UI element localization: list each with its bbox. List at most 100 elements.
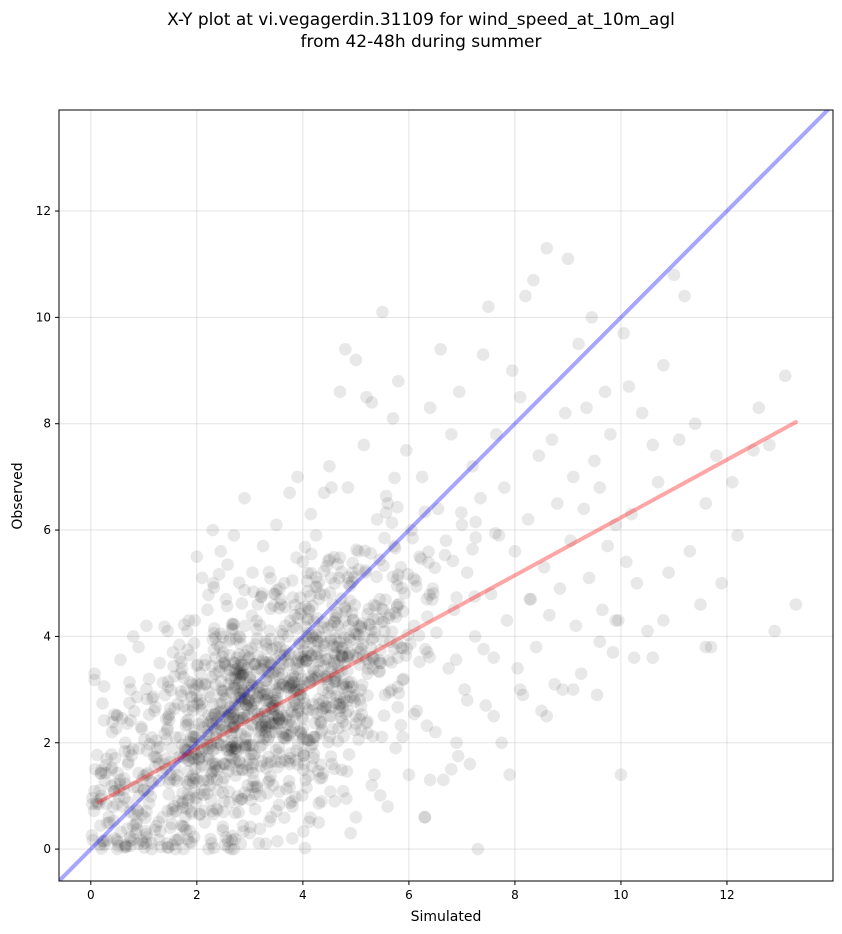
- scatter-point: [327, 654, 341, 668]
- scatter-point: [247, 705, 261, 718]
- scatter-point: [410, 704, 424, 718]
- scatter-point: [396, 605, 410, 618]
- scatter-point: [394, 560, 408, 574]
- scatter-point: [590, 688, 604, 702]
- scatter-point: [384, 635, 397, 649]
- scatter-point: [312, 575, 326, 589]
- scatter-point: [378, 531, 391, 545]
- scatter-point: [138, 733, 151, 746]
- scatter-point: [232, 648, 246, 661]
- scatter-point: [292, 701, 305, 714]
- scatter-point: [228, 678, 242, 692]
- scatter-point: [290, 744, 303, 758]
- scatter-point: [445, 763, 458, 776]
- scatter-point: [328, 762, 341, 776]
- x-axis-label: Simulated: [411, 909, 482, 925]
- scatter-point: [170, 768, 184, 782]
- scatter-point: [139, 811, 152, 825]
- scatter-point: [450, 736, 463, 750]
- scatter-point: [244, 673, 257, 687]
- scatter-point: [280, 782, 293, 796]
- scatter-point: [210, 773, 224, 786]
- scatter-point: [377, 604, 390, 617]
- scatter-point: [248, 802, 262, 816]
- scatter-point: [113, 777, 127, 791]
- scatter-point: [182, 753, 195, 767]
- x-tick-label: 10: [613, 888, 628, 902]
- scatter-point: [214, 738, 228, 752]
- scatter-point: [365, 778, 379, 792]
- scatter-point: [752, 401, 766, 415]
- scatter-point: [108, 777, 122, 791]
- scatter-point: [272, 661, 286, 675]
- scatter-point: [312, 797, 326, 810]
- scatter-point: [117, 783, 130, 797]
- scatter-point: [298, 652, 311, 666]
- scatter-point: [423, 773, 437, 787]
- scatter-point: [315, 715, 328, 729]
- scatter-point: [177, 699, 190, 713]
- scatter-point: [312, 664, 326, 678]
- scatter-point: [391, 651, 405, 664]
- scatter-point: [250, 664, 264, 678]
- scatter-point: [160, 836, 174, 850]
- scatter-point: [231, 743, 244, 757]
- scatter-point: [362, 656, 376, 670]
- scatter-point: [291, 737, 305, 751]
- scatter-point: [135, 722, 149, 736]
- scatter-point: [231, 667, 245, 681]
- scatter-point: [297, 825, 310, 838]
- scatter-point: [263, 774, 276, 787]
- scatter-point: [388, 606, 402, 620]
- scatter-point: [285, 672, 299, 686]
- scatter-point: [213, 640, 227, 654]
- scatter-point: [180, 624, 194, 638]
- scatter-point: [341, 704, 355, 718]
- scatter-point: [471, 842, 485, 856]
- scatter-point: [192, 752, 206, 766]
- scatter-point: [228, 806, 242, 820]
- scatter-point: [160, 733, 173, 746]
- scatter-point: [283, 729, 296, 742]
- scatter-point: [342, 685, 355, 699]
- scatter-point: [94, 767, 108, 780]
- scatter-point: [609, 518, 622, 532]
- scatter-point: [415, 470, 429, 484]
- scatter-point: [152, 774, 166, 788]
- scatter-point: [264, 657, 277, 670]
- scatter-point: [272, 601, 286, 615]
- scatter-point: [235, 655, 248, 669]
- scatter-point: [228, 718, 241, 732]
- scatter-point: [354, 642, 368, 656]
- scatter-point: [323, 459, 336, 473]
- scatter-point: [468, 590, 481, 603]
- scatter-point: [302, 769, 316, 783]
- scatter-point: [301, 612, 315, 625]
- scatter-point: [430, 626, 443, 639]
- scatter-point: [279, 680, 293, 693]
- scatter-point: [229, 632, 243, 646]
- scatter-point: [227, 682, 241, 695]
- scatter-point: [148, 823, 162, 837]
- scatter-point: [183, 835, 196, 849]
- scatter-point: [259, 721, 273, 735]
- scatter-point: [158, 688, 172, 702]
- scatter-point: [186, 751, 200, 764]
- scatter-point: [253, 686, 267, 700]
- scatter-point: [164, 773, 177, 786]
- scatter-point: [233, 711, 247, 725]
- scatter-point: [323, 586, 337, 600]
- scatter-point: [255, 707, 269, 721]
- scatter-point: [235, 597, 249, 610]
- scatter-point: [198, 783, 212, 797]
- scatter-point: [212, 567, 226, 581]
- scatter-point: [309, 628, 322, 642]
- scatter-point: [418, 810, 432, 824]
- scatter-point: [298, 636, 311, 650]
- scatter-point: [88, 784, 101, 798]
- scatter-point: [186, 730, 200, 743]
- scatter-point: [323, 730, 337, 743]
- scatter-point: [202, 752, 216, 766]
- scatter-point: [206, 697, 220, 711]
- scatter-point: [357, 631, 371, 644]
